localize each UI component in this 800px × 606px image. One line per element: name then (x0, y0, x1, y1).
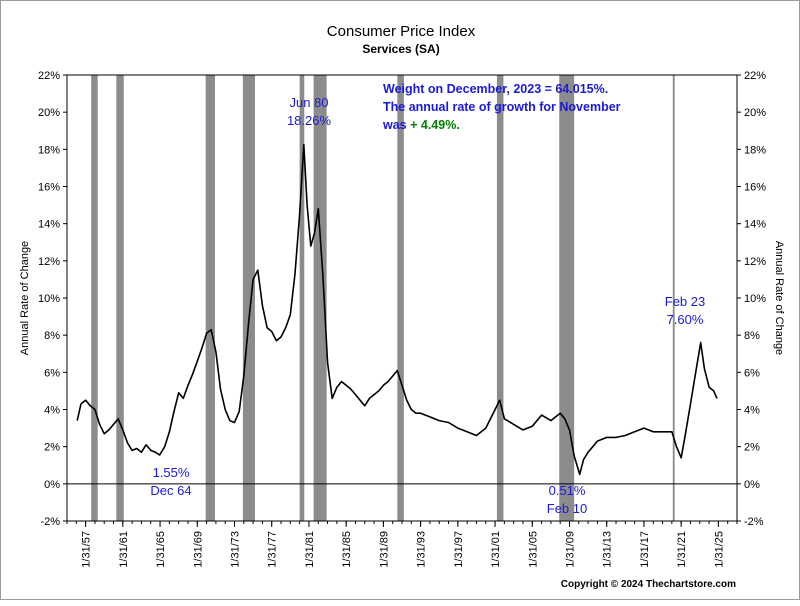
y-tick-label-right: 2% (744, 442, 760, 454)
recession-band (496, 75, 504, 521)
recession-band (299, 75, 305, 521)
y-tick-label-right: 16% (744, 182, 766, 194)
y-tick-label-left: 0% (44, 479, 60, 491)
y-axes: -2% -2% 0% 0% 2% 2% 4% 4% 6% 6% 8% 8% 10% 10% 12% 12% 14… (38, 70, 766, 528)
y-tick-label-right: 0% (744, 479, 760, 491)
recession-band (313, 75, 327, 521)
x-tick-label: 1/31/13 (602, 531, 614, 568)
y-tick-label-left: 10% (38, 293, 60, 305)
recession-band (91, 75, 98, 521)
recession-band (672, 75, 675, 521)
y-tick-label-left: 20% (38, 107, 60, 119)
y-axis-label-right: Annual Rate of Change (773, 241, 785, 355)
chart-title: Consumer Price Index (327, 23, 476, 40)
x-tick-label: 1/31/05 (527, 531, 539, 568)
x-tick-label: 1/31/93 (416, 531, 428, 568)
y-tick-label-right: 14% (744, 219, 766, 231)
y-tick-label-right: 22% (744, 70, 766, 82)
note-line-2: The annual rate of growth for November (383, 100, 621, 114)
x-tick-label: 1/31/61 (118, 531, 130, 568)
x-tick-label: 1/31/89 (378, 531, 390, 568)
x-tick-label: 1/31/77 (267, 531, 279, 568)
note-line-3-prefix: was (382, 118, 410, 132)
y-tick-label-left: 14% (38, 219, 60, 231)
recession-bands (91, 75, 675, 521)
cpi-services-line (76, 143, 718, 476)
x-axis: 1/31/57 1/31/61 1/31/65 1/31/69 1/31/73 1/31/… (66, 521, 738, 568)
annotation-value: Dec 64 (150, 483, 191, 498)
annotation-label: Feb 23 (665, 294, 705, 309)
annotation-value: 7.60% (667, 312, 704, 327)
annotation-value: 18.26% (287, 113, 332, 128)
x-tick-label: 1/31/65 (155, 531, 167, 568)
y-tick-label-left: 12% (38, 256, 60, 268)
y-tick-label-right: 20% (744, 107, 766, 119)
annotation-value: Feb 10 (547, 501, 587, 516)
note-line-1: Weight on December, 2023 = 64.015%. (383, 82, 608, 96)
annotation-low-1964: 1.55% Dec 64 (150, 465, 191, 498)
x-tick-label: 1/31/09 (565, 531, 577, 568)
recession-band (116, 75, 124, 521)
chart-subtitle: Services (SA) (362, 42, 439, 56)
annotation-label: 1.55% (153, 465, 190, 480)
y-tick-label-right: 12% (744, 256, 766, 268)
annotation-low-2010: 0.51% Feb 10 (547, 483, 587, 516)
y-tick-label-left: 22% (38, 70, 60, 82)
recession-band (242, 75, 255, 521)
x-tick-label: 1/31/81 (304, 531, 316, 568)
y-tick-label-left: -2% (40, 516, 60, 528)
recession-band (205, 75, 215, 521)
y-tick-label-right: 8% (744, 330, 760, 342)
y-tick-label-left: 18% (38, 144, 60, 156)
x-tick-label: 1/31/17 (639, 531, 651, 568)
x-tick-label: 1/31/25 (713, 531, 725, 568)
y-tick-label-right: 4% (744, 405, 760, 417)
copyright-text: Copyright © 2024 Thechartstore.com (561, 579, 736, 590)
y-tick-label-right: 18% (744, 144, 766, 156)
y-axis-label-left: Annual Rate of Change (19, 241, 31, 355)
note-box: Weight on December, 2023 = 64.015%. The … (382, 82, 621, 132)
x-tick-label: 1/31/73 (230, 531, 242, 568)
y-tick-label-left: 4% (44, 405, 60, 417)
note-line-3: was + 4.49%. (382, 118, 460, 132)
x-tick-label: 1/31/57 (81, 531, 93, 568)
y-tick-label-right: 6% (744, 367, 760, 379)
recession-band (397, 75, 404, 521)
y-tick-label-right: 10% (744, 293, 766, 305)
y-tick-label-left: 2% (44, 442, 60, 454)
y-tick-label-left: 8% (44, 330, 60, 342)
y-tick-label-right: -2% (744, 516, 764, 528)
annotation-label: Jun 80 (289, 95, 328, 110)
y-tick-label-left: 16% (38, 182, 60, 194)
y-tick-label-left: 6% (44, 367, 60, 379)
annotation-label: 0.51% (549, 483, 586, 498)
recession-band (559, 75, 575, 521)
x-tick-label: 1/31/01 (490, 531, 502, 568)
x-tick-label: 1/31/97 (453, 531, 465, 568)
annotation-peak-1980: Jun 80 18.26% (287, 95, 332, 128)
annotation-peak-2023: Feb 23 7.60% (665, 294, 705, 327)
x-tick-label: 1/31/21 (676, 531, 688, 568)
note-growth-value: + 4.49%. (410, 118, 460, 132)
x-tick-label: 1/31/69 (192, 531, 204, 568)
x-tick-label: 1/31/85 (341, 531, 353, 568)
